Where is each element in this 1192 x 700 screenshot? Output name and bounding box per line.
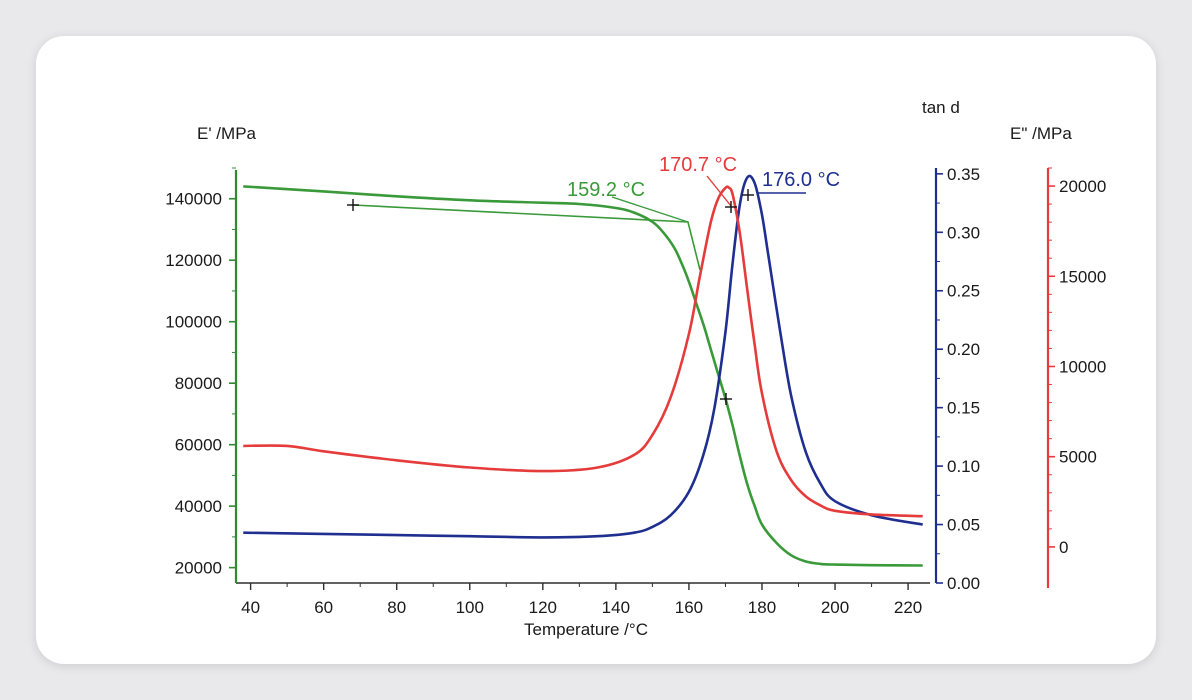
right2-tick-label: 15000 — [1059, 267, 1106, 286]
x-tick-label: 160 — [675, 598, 703, 617]
marker-onset — [347, 199, 359, 211]
series-e-prime-line — [243, 185, 923, 567]
right1-tick-label: 0.20 — [947, 340, 980, 359]
annotation-blue-label: 176.0 °C — [762, 169, 840, 191]
chart-card — [36, 36, 1156, 664]
x-tick-label: 40 — [241, 598, 260, 617]
right2-tick-label: 20000 — [1059, 177, 1106, 196]
marker-green-mid — [720, 393, 732, 405]
left-tick-label: 80000 — [175, 374, 222, 393]
right1-tick-label: 0.05 — [947, 516, 980, 535]
left-tick-label: 120000 — [165, 251, 222, 270]
markers — [347, 189, 754, 405]
x-tick-label: 80 — [387, 598, 406, 617]
x-axis-title: Temperature /°C — [524, 620, 648, 639]
left-tick-label: 140000 — [165, 190, 222, 209]
right2-axis-title: E" /MPa — [1010, 124, 1072, 143]
right1-tick-label: 0.35 — [947, 165, 980, 184]
x-tick-label: 200 — [821, 598, 849, 617]
x-tick-label: 100 — [456, 598, 484, 617]
right1-tick-label: 0.10 — [947, 457, 980, 476]
tangent-line — [352, 204, 701, 271]
series-tan-d-line — [243, 174, 923, 539]
right1-tick-label: 0.15 — [947, 399, 980, 418]
right2-tick-label: 5000 — [1059, 448, 1097, 467]
right2-tick-label: 10000 — [1059, 357, 1106, 376]
annotation-blue: 176.0 °C — [758, 169, 840, 194]
annotation-red-label: 170.7 °C — [659, 154, 737, 176]
left-tick-label: 60000 — [175, 436, 222, 455]
right1-tick-label: 0.00 — [947, 574, 980, 593]
right1-tick-label: 0.25 — [947, 282, 980, 301]
left-tick-label: 20000 — [175, 559, 222, 578]
left-tick-label: 100000 — [165, 313, 222, 332]
series-e-double-prime-line — [243, 185, 923, 518]
left-axis-title: E' /MPa — [197, 124, 257, 143]
x-tick-label: 60 — [314, 598, 333, 617]
x-tick-label: 180 — [748, 598, 776, 617]
right1-axis-title: tan d — [922, 98, 960, 117]
right2-tick-label: 0 — [1059, 538, 1068, 557]
right1-tick-label: 0.30 — [947, 223, 980, 242]
marker-red-peak — [725, 201, 737, 213]
annotation-red: 170.7 °C — [659, 154, 737, 207]
annotation-green: 159.2 °C — [567, 179, 689, 223]
x-tick-label: 220 — [894, 598, 922, 617]
marker-blue-peak — [742, 189, 754, 201]
x-tick-label: 120 — [529, 598, 557, 617]
left-tick-label: 40000 — [175, 497, 222, 516]
x-tick-label: 140 — [602, 598, 630, 617]
annotation-green-label: 159.2 °C — [567, 179, 645, 201]
